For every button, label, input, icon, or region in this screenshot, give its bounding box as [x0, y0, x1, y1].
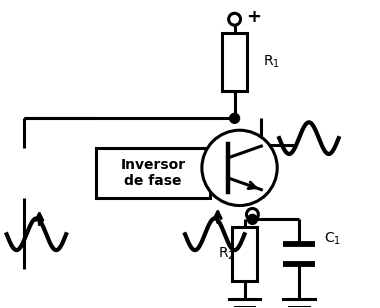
Text: +: + [247, 8, 261, 26]
Circle shape [229, 13, 241, 25]
Bar [222, 33, 247, 91]
Circle shape [247, 214, 257, 224]
Circle shape [247, 209, 258, 221]
Circle shape [230, 113, 239, 123]
Text: R$_2$: R$_2$ [218, 246, 235, 262]
Text: R$_1$: R$_1$ [263, 54, 280, 70]
Text: C$_1$: C$_1$ [324, 231, 341, 247]
Text: Inversor
de fase: Inversor de fase [120, 158, 185, 188]
Bar [96, 148, 210, 198]
Bar [232, 227, 257, 281]
Circle shape [202, 130, 277, 205]
